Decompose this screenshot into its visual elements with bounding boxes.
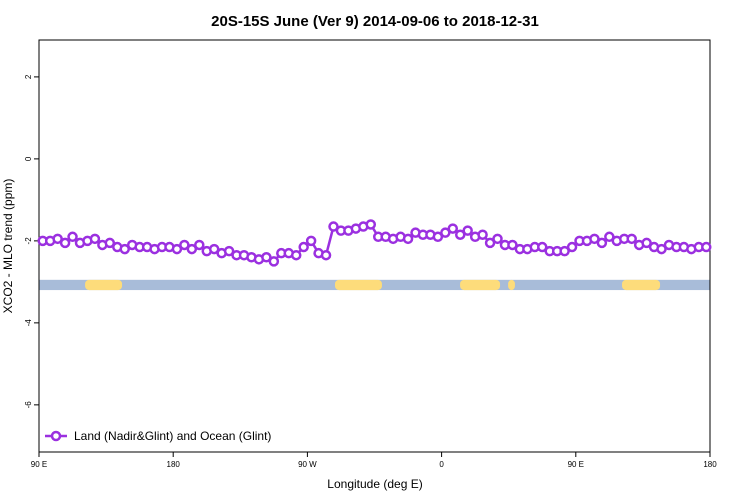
- x-tick-label: 90 W: [298, 460, 317, 469]
- legend-marker: [50, 430, 62, 442]
- data-point: [559, 245, 570, 257]
- x-axis-label: Longitude (deg E): [327, 477, 422, 491]
- data-point: [402, 233, 414, 245]
- data-point: [261, 252, 272, 263]
- data-point: [119, 243, 130, 255]
- data-point: [596, 237, 608, 249]
- legend-label: Land (Nadir&Glint) and Ocean (Glint): [74, 429, 271, 443]
- x-tick-label: 180: [167, 460, 181, 469]
- data-point: [432, 231, 444, 243]
- data-point: [589, 233, 600, 245]
- x-tick-label: 180: [703, 460, 717, 469]
- data-point: [186, 243, 198, 255]
- y-tick-label: -2: [24, 237, 33, 245]
- data-point: [440, 227, 451, 238]
- data-point: [462, 225, 473, 236]
- chart-title: 20S-15S June (Ver 9) 2014-09-06 to 2018-…: [211, 13, 539, 30]
- data-point: [67, 231, 78, 243]
- y-tick-label: -4: [24, 319, 33, 327]
- x-tick-label: 0: [439, 460, 444, 469]
- data-point: [656, 243, 667, 255]
- data-point: [89, 233, 101, 245]
- land-strip: [622, 279, 661, 291]
- data-point: [59, 237, 71, 249]
- data-point: [223, 245, 235, 257]
- data-point: [320, 249, 332, 261]
- y-tick-label: 0: [24, 156, 33, 161]
- data-point: [179, 239, 190, 251]
- data-point: [566, 241, 578, 253]
- data-point: [537, 241, 548, 253]
- land-strip: [85, 279, 123, 291]
- data-point: [454, 229, 466, 240]
- y-tick-label: -6: [24, 401, 33, 409]
- data-point: [484, 237, 496, 249]
- data-point: [328, 221, 339, 232]
- data-point: [171, 243, 183, 255]
- y-tick-label: 2: [24, 74, 33, 79]
- land-strip: [460, 279, 501, 291]
- y-axis-label: XCO2 - MLO trend (ppm): [1, 179, 15, 314]
- data-point: [641, 237, 652, 249]
- land-strip: [508, 279, 515, 291]
- land-strip: [334, 279, 382, 291]
- data-point: [194, 239, 205, 251]
- data-point: [52, 233, 63, 245]
- data-point: [604, 231, 615, 243]
- data-point: [447, 223, 459, 234]
- x-tick-label: 90 E: [31, 460, 47, 469]
- data-point: [208, 243, 220, 255]
- data-point: [305, 235, 317, 247]
- data-point: [268, 256, 280, 267]
- data-point: [365, 219, 377, 230]
- data-point: [701, 241, 712, 253]
- x-tick-label: 90 E: [568, 460, 584, 469]
- data-point: [298, 241, 309, 253]
- data-point: [492, 233, 503, 245]
- data-point: [290, 249, 302, 261]
- data-point: [626, 233, 637, 245]
- data-point: [104, 237, 116, 249]
- data-point: [477, 229, 488, 240]
- data-point: [507, 239, 518, 251]
